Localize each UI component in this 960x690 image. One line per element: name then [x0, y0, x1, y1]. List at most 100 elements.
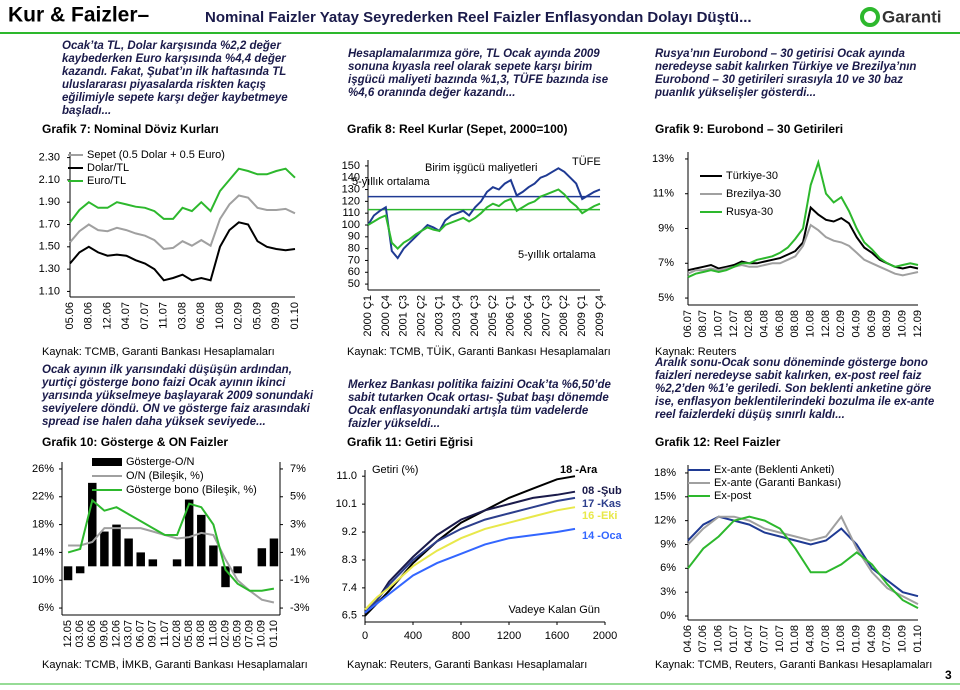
- x-tick-label: 2009 Ç4: [594, 295, 606, 337]
- y-axis-label: Getiri (%): [372, 464, 418, 476]
- reference-label: 5-yıllık ortalama: [518, 249, 597, 261]
- bar: [75, 566, 85, 574]
- series-label: 16 -Eki: [582, 510, 617, 522]
- x-tick-label: 01.07: [728, 625, 740, 653]
- source: Kaynak: TCMB, Reuters, Garanti Bankası H…: [655, 659, 932, 671]
- paragraph: Hesaplamalarımıza göre, TL Ocak ayında 2…: [348, 48, 609, 99]
- source: Kaynak: TCMB, TÜİK, Garanti Bankası Hesa…: [347, 345, 611, 358]
- x-tick-label: 12.06: [110, 620, 122, 648]
- chart-title: Grafik 10: Gösterge & ON Faizler: [42, 435, 228, 449]
- y-tick-label: 2.10: [39, 174, 60, 186]
- header-title: Kur & Faizler–: [8, 4, 150, 27]
- x-tick-label: 05.06: [64, 302, 76, 330]
- x-tick-label: 03.06: [74, 620, 86, 648]
- legend-label: Sepet (0.5 Dolar + 0.5 Euro): [87, 149, 225, 161]
- x-tick-label: 03.08: [176, 302, 188, 330]
- y-tick-label: 9%: [658, 222, 674, 234]
- y2-tick-label: 1%: [290, 546, 306, 558]
- x-tick-label: 10.08: [214, 302, 226, 330]
- x-tick-label: 2008 Ç2: [558, 295, 570, 337]
- x-tick-label: 2003 Ç4: [451, 295, 463, 337]
- y2-tick-label: 5%: [290, 491, 306, 503]
- chart-title: Grafik 7: Nominal Döviz Kurları: [42, 122, 219, 136]
- y-tick-label: 7.4: [342, 582, 357, 594]
- series-label: Birim işgücü maliyetleri: [425, 162, 537, 174]
- x-tick-label: 08.07: [697, 310, 709, 338]
- x-tick-label: 2002 Ç2: [415, 295, 427, 337]
- series-line: [67, 498, 275, 592]
- x-tick-label: 800: [452, 630, 470, 642]
- y-tick-label: 26%: [32, 463, 54, 475]
- x-tick-label: 08.06: [83, 302, 95, 330]
- header-subtitle: Nominal Faizler Yatay Seyrederken Reel F…: [205, 9, 752, 26]
- legend-label: Ex-post: [714, 490, 751, 502]
- source: Kaynak: Reuters: [655, 346, 737, 358]
- x-tick-label: 11.08: [207, 620, 219, 647]
- series-label: 18 -Ara: [560, 464, 598, 476]
- x-tick-label: 02.08: [171, 620, 183, 648]
- y-tick-label: 1.30: [39, 263, 60, 275]
- x-tick-label: 10.08: [835, 625, 847, 653]
- y-tick-label: 1.10: [39, 285, 60, 297]
- legend-label: Ex-ante (Beklenti Anketi): [714, 464, 834, 476]
- source: Kaynak: TCMB, Garanti Bankası Hesaplamal…: [42, 346, 275, 358]
- x-tick-label: 2000 Ç1: [362, 295, 374, 337]
- y-tick-label: 22%: [32, 491, 54, 503]
- paragraph: Ocak ayının ilk yarısındaki düşüşün ardı…: [42, 364, 314, 428]
- x-tick-label: 06.07: [135, 620, 147, 648]
- bar: [148, 559, 158, 567]
- legend-label: Dolar/TL: [87, 162, 129, 174]
- x-tick-label: 04.08: [759, 310, 771, 338]
- x-tick-label: 07.08: [820, 625, 832, 653]
- bar: [209, 545, 218, 567]
- y-tick-label: 0%: [660, 610, 676, 622]
- x-tick-label: 12.09: [912, 310, 924, 338]
- x-tick-label: 11.07: [158, 302, 170, 329]
- x-tick-label: 02.08: [743, 310, 755, 338]
- y2-tick-label: 7%: [290, 463, 306, 475]
- legend-label: Ex-ante (Garanti Bankası): [714, 477, 841, 489]
- y-tick-label: 6.5: [342, 610, 357, 622]
- y-tick-label: 150: [342, 160, 360, 172]
- series-label: TÜFE: [572, 156, 601, 168]
- y-tick-label: 1.90: [39, 196, 60, 208]
- legend-label: Rusya-30: [726, 206, 773, 218]
- x-tick-label: 05.08: [183, 620, 195, 648]
- logo: Garanti: [882, 7, 942, 26]
- y-tick-label: 140: [342, 172, 360, 184]
- x-tick-label: 10.07: [774, 625, 786, 653]
- y-tick-label: 12%: [654, 515, 676, 527]
- legend-label: Gösterge-O/N: [126, 456, 195, 468]
- legend-label: Euro/TL: [87, 175, 126, 187]
- y-tick-label: 120: [342, 195, 360, 207]
- x-tick-label: 04.09: [851, 310, 863, 338]
- y-tick-label: 90: [348, 231, 360, 243]
- x-tick-label: 2000: [593, 630, 617, 642]
- x-tick-label: 2009 Ç1: [576, 295, 588, 337]
- legend-label: Brezilya-30: [726, 188, 781, 200]
- series-line: [367, 188, 601, 251]
- bar: [172, 559, 182, 567]
- y-tick-label: 9%: [660, 538, 676, 550]
- series-line: [687, 514, 919, 605]
- page-number: 3: [945, 668, 952, 682]
- x-tick-label: 08.08: [789, 310, 801, 338]
- x-tick-label: 03.07: [123, 620, 135, 648]
- bar: [221, 566, 230, 588]
- x-tick-label: 11.07: [159, 620, 171, 647]
- legend-label: O/N (Bileşik, %): [126, 470, 204, 482]
- x-tick-label: 02.09: [233, 302, 245, 330]
- series-line: [364, 490, 576, 614]
- x-tick-label: 12.05: [62, 620, 74, 648]
- series-label: 14 -Oca: [582, 530, 623, 542]
- x-tick-label: 04.06: [682, 625, 694, 653]
- x-tick-label: 07.09: [881, 625, 893, 653]
- x-tick-label: 2004 Ç3: [469, 295, 481, 337]
- x-tick-label: 10.06: [713, 625, 725, 653]
- y-tick-label: 10.1: [336, 498, 357, 510]
- bar: [269, 538, 279, 567]
- x-tick-label: 10.07: [713, 310, 725, 338]
- chart-title: Grafik 11: Getiri Eğrisi: [347, 435, 473, 449]
- x-tick-label: 10.09: [897, 310, 909, 338]
